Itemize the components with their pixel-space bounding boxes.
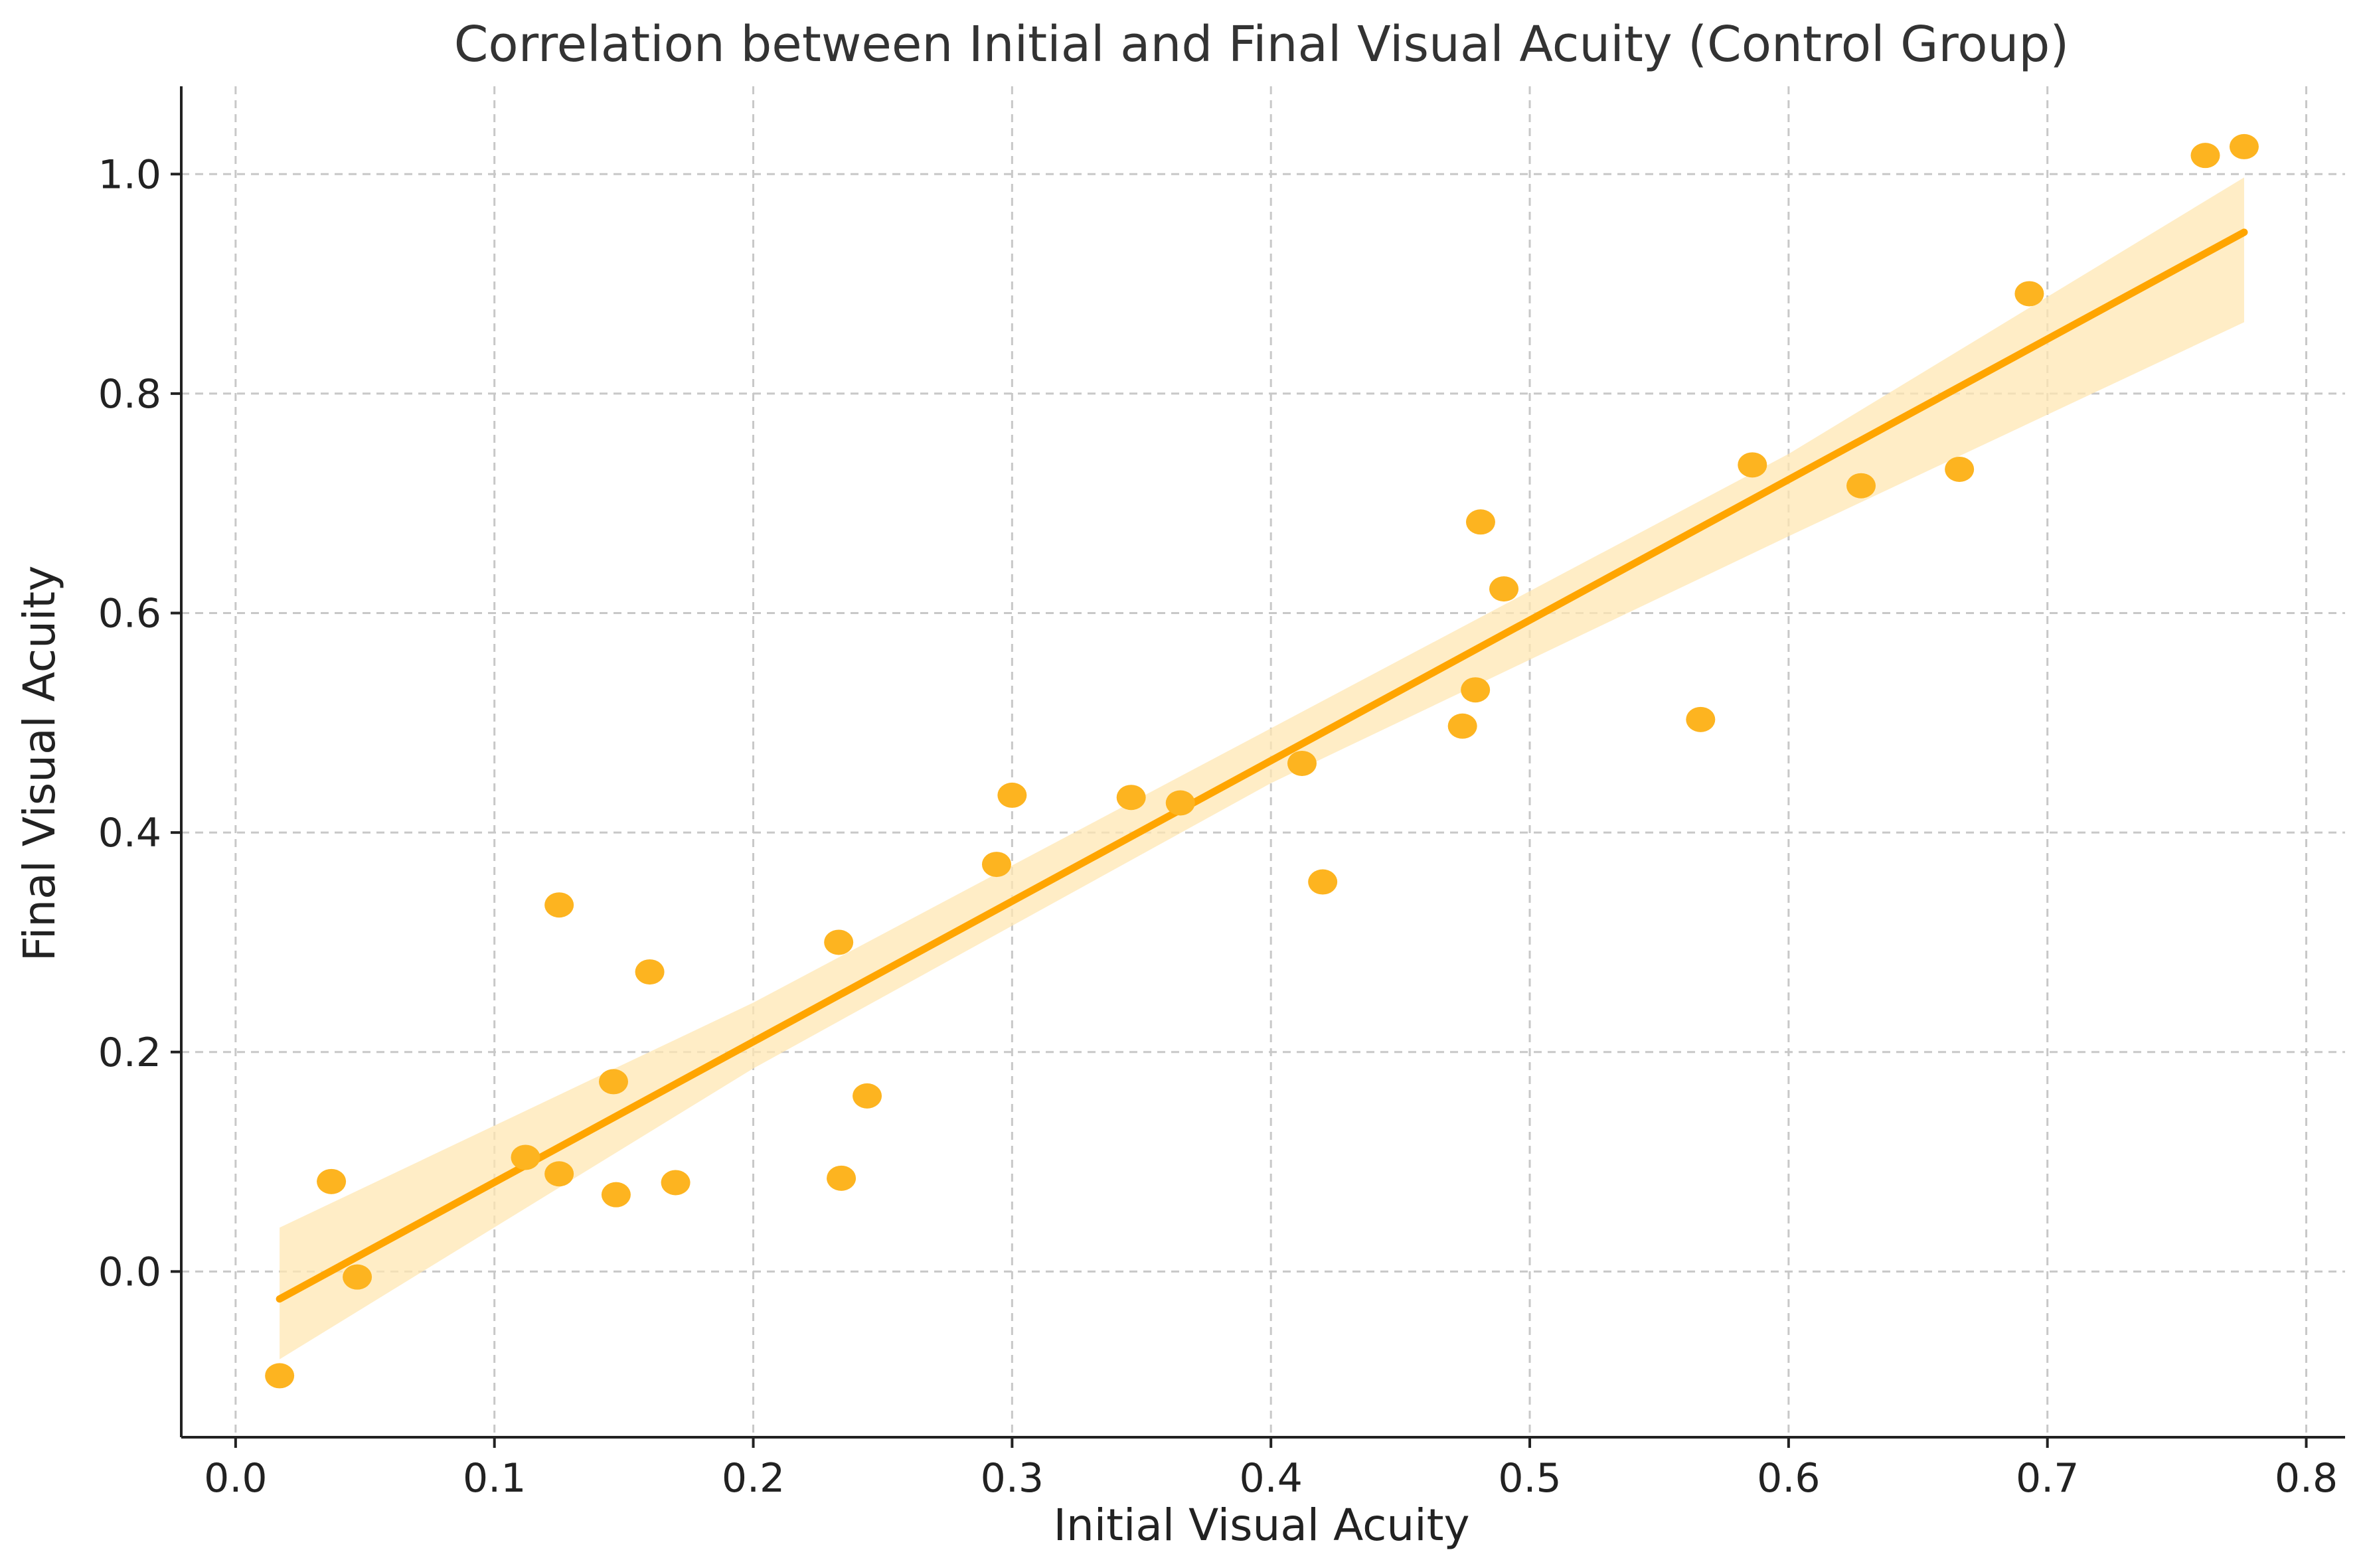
data-point bbox=[2229, 133, 2259, 159]
data-point bbox=[544, 892, 574, 918]
x-tick-label: 0.3 bbox=[981, 1455, 1044, 1502]
data-point bbox=[1165, 790, 1195, 816]
data-point bbox=[1489, 576, 1519, 602]
x-tick-label: 0.8 bbox=[2275, 1455, 2338, 1502]
x-ticks: 0.0 0.1 0.2 0.3 0.4 0.5 0.6 0.7 0.8 bbox=[204, 1437, 2338, 1502]
data-point bbox=[1116, 785, 1146, 811]
chart-title: Correlation between Initial and Final Vi… bbox=[454, 16, 2069, 73]
data-point bbox=[1945, 456, 1975, 482]
y-tick-label: 0.0 bbox=[98, 1249, 161, 1295]
data-point bbox=[599, 1069, 629, 1095]
y-tick-label: 0.2 bbox=[98, 1030, 161, 1076]
y-tick-label: 0.8 bbox=[98, 371, 161, 418]
x-tick-label: 0.5 bbox=[1498, 1455, 1561, 1502]
x-tick-label: 0.0 bbox=[204, 1455, 267, 1502]
data-point bbox=[635, 959, 665, 985]
data-point bbox=[1461, 677, 1491, 703]
data-points bbox=[265, 133, 2259, 1389]
data-point bbox=[1686, 706, 1716, 732]
data-point bbox=[1846, 473, 1876, 499]
data-point bbox=[601, 1182, 631, 1208]
data-point bbox=[544, 1161, 574, 1187]
data-point bbox=[1287, 750, 1317, 776]
regression-line bbox=[276, 228, 2248, 1303]
data-point bbox=[1447, 713, 1477, 739]
x-tick-label: 0.2 bbox=[722, 1455, 785, 1502]
data-point bbox=[824, 929, 854, 955]
data-point bbox=[343, 1264, 372, 1290]
data-point bbox=[997, 782, 1027, 808]
data-point bbox=[1465, 509, 1495, 535]
y-ticks: 0.0 0.2 0.4 0.6 0.8 1.0 bbox=[98, 151, 181, 1295]
y-axis-label: Final Visual Acuity bbox=[14, 566, 65, 961]
y-tick-label: 1.0 bbox=[98, 151, 161, 198]
data-point bbox=[1308, 869, 1338, 895]
data-point bbox=[265, 1363, 295, 1389]
data-point bbox=[2190, 143, 2220, 169]
x-axis-label: Initial Visual Acuity bbox=[1054, 1500, 1470, 1551]
data-point bbox=[1738, 452, 1767, 478]
x-tick-label: 0.7 bbox=[2016, 1455, 2079, 1502]
data-point bbox=[511, 1144, 540, 1170]
data-point bbox=[981, 852, 1011, 878]
data-point bbox=[853, 1083, 882, 1109]
y-tick-label: 0.4 bbox=[98, 810, 161, 856]
data-point bbox=[661, 1170, 691, 1196]
x-tick-label: 0.6 bbox=[1757, 1455, 1820, 1502]
x-tick-label: 0.4 bbox=[1239, 1455, 1302, 1502]
data-point bbox=[317, 1168, 347, 1194]
y-tick-label: 0.6 bbox=[98, 591, 161, 637]
data-point bbox=[2014, 281, 2044, 307]
data-point bbox=[827, 1165, 856, 1191]
x-tick-label: 0.1 bbox=[463, 1455, 526, 1502]
